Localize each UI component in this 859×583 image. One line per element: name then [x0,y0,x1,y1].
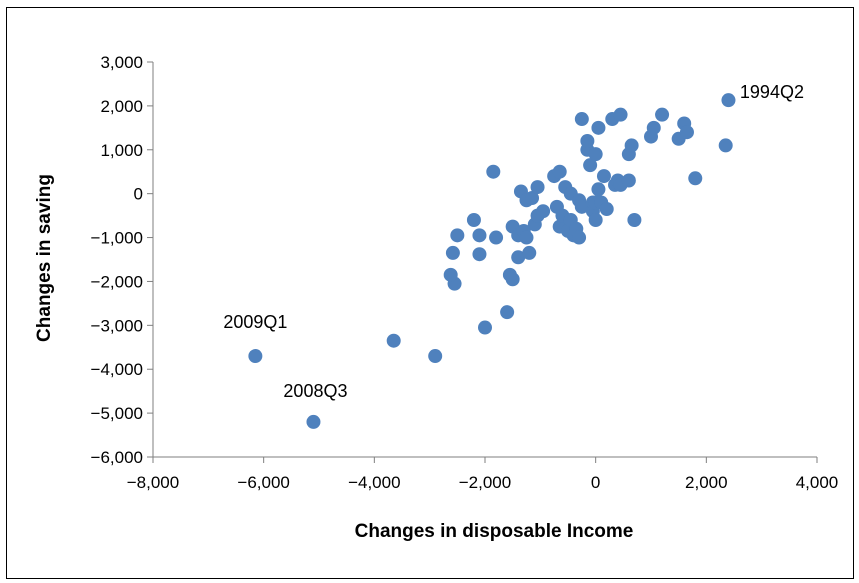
data-point [530,180,545,195]
data-point [478,320,492,335]
data-point [386,333,401,348]
y-tick-label: −4,000 [91,360,143,379]
x-tick-label: 4,000 [796,473,839,492]
data-point [721,93,736,108]
data-point [519,230,534,245]
x-tick-label: −4,000 [348,473,400,492]
data-point [655,107,670,122]
data-point [613,107,628,122]
data-points [248,93,736,429]
axes [147,61,818,463]
point-annotation: 2009Q1 [223,312,287,332]
y-axis-title: Changes in saving [34,174,55,342]
data-point [596,169,611,184]
y-tick-label: −2,000 [91,272,143,291]
data-point [472,247,487,262]
data-point [445,245,460,260]
data-point [718,138,733,153]
data-point [588,147,603,162]
data-point [500,305,515,320]
data-point [588,213,603,227]
data-point [489,230,504,245]
data-point [525,191,540,206]
y-tick-label: 2,000 [100,97,143,116]
data-point [679,125,694,140]
y-tick-label: 1,000 [100,141,143,160]
data-point [450,228,465,243]
data-point [428,349,443,364]
x-tick-labels: −8,000 −6,000 −4,000 −2,000 0 2,000 4,000 [127,473,839,492]
data-point [580,134,595,148]
data-point [574,199,589,214]
data-point [591,120,606,135]
data-point [443,267,458,282]
chart-frame [6,7,854,579]
y-tick-label: −5,000 [91,404,143,423]
point-annotation: 1994Q2 [740,82,804,102]
annotations: 2009Q1 2008Q3 1994Q2 [223,82,804,401]
x-tick-label: −8,000 [127,473,179,492]
data-point [522,245,537,260]
data-point [248,349,263,364]
y-tick-labels: 3,000 2,000 1,000 0 −1,000 −2,000 −3,000 −4,000… [91,53,143,467]
data-point [306,414,321,429]
data-point [621,173,636,188]
data-point [624,138,639,153]
x-tick-label: 2,000 [685,473,728,492]
data-point [486,164,501,179]
data-point [572,230,587,245]
x-tick-label: −2,000 [459,473,511,492]
y-tick-label: 0 [134,185,143,204]
y-tick-label: −3,000 [91,316,143,335]
data-point [536,204,551,219]
y-tick-label: −6,000 [91,448,143,467]
data-point [472,228,487,243]
data-point [574,112,589,127]
data-point [591,182,606,197]
y-tick-label: 3,000 [100,53,143,72]
x-tick-label: −6,000 [237,473,289,492]
x-tick-label: 0 [591,473,600,492]
data-point [466,213,481,227]
data-point [505,272,520,287]
data-point [688,171,703,186]
data-point [599,202,614,217]
data-point [552,164,567,179]
data-point [511,250,526,265]
data-point [583,158,598,173]
data-point [627,213,642,227]
y-tick-label: −1,000 [91,229,143,248]
x-axis-title: Changes in disposable Income [355,521,634,542]
point-annotation: 2008Q3 [283,381,347,401]
data-point [646,120,661,135]
